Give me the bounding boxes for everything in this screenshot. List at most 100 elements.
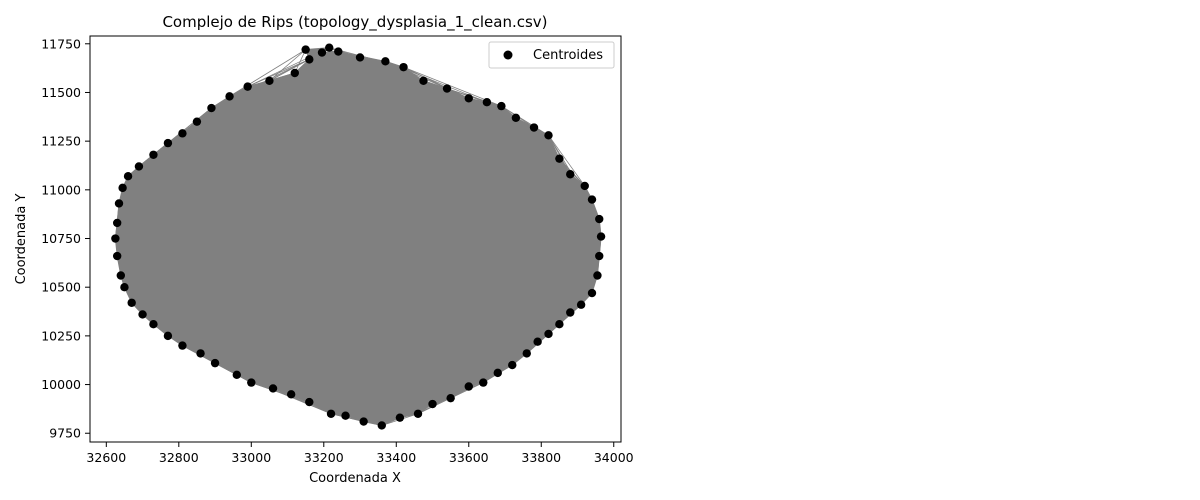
centroid-point: [544, 131, 553, 140]
centroid-point: [522, 349, 531, 358]
chart-title: Complejo de Rips (topology_dysplasia_1_c…: [162, 13, 547, 32]
centroid-point: [114, 199, 124, 208]
x-tick-label: 34000: [594, 450, 634, 465]
centroid-point: [566, 308, 575, 317]
centroid-point: [247, 378, 256, 387]
y-tick-label: 11250: [41, 134, 81, 149]
rips-edge: [114, 238, 143, 315]
rips-edge: [584, 185, 598, 276]
centroid-point: [464, 94, 473, 103]
centroid-point: [334, 47, 343, 56]
centroid-point: [286, 390, 296, 399]
centroid-point: [529, 123, 539, 132]
centroid-point: [555, 154, 564, 163]
rips-edge: [446, 88, 502, 107]
rips-edge: [124, 286, 154, 325]
rips-edge: [580, 255, 600, 305]
rips-edge: [116, 154, 154, 224]
rips-edge: [584, 185, 602, 237]
x-axis-label: Coordenada X: [309, 471, 401, 486]
rips-complex-edges: [114, 47, 602, 426]
centroid-point: [595, 251, 604, 261]
y-axis-label: Coordenada Y: [14, 194, 29, 285]
centroid-point: [580, 181, 589, 191]
rips-edge: [229, 49, 306, 97]
rips-edge: [196, 72, 295, 123]
centroid-point: [149, 150, 158, 159]
rips-edge: [548, 135, 586, 187]
centroid-point: [112, 251, 122, 261]
y-tick-label: 10500: [41, 280, 81, 295]
rips-edge: [124, 286, 183, 346]
centroid-point: [381, 57, 390, 66]
rips-edge: [118, 166, 140, 204]
x-tick-label: 33200: [304, 450, 344, 465]
centroid-point: [576, 300, 586, 309]
centroid-point: [482, 98, 492, 107]
centroid-point: [355, 53, 365, 62]
rips-edge: [483, 353, 527, 383]
centroid-point: [120, 282, 129, 292]
rips-edge: [294, 49, 307, 74]
centroid-point: [596, 232, 606, 241]
centroid-point: [210, 358, 220, 368]
centroid-point: [464, 382, 473, 391]
centroid-point: [325, 43, 334, 52]
x-tick-label: 32800: [159, 450, 199, 465]
legend-box: [488, 41, 615, 69]
rips-edge: [497, 341, 538, 374]
rips-edge: [569, 236, 602, 313]
y-axis-ticks: 9750 10000 10250 10500 10750 11000 11250 11500 1…: [41, 36, 90, 441]
rips-edge: [294, 51, 339, 74]
centroid-point: [399, 62, 408, 72]
centroid-point: [127, 298, 136, 307]
centroid-point: [508, 360, 517, 370]
centroid-point: [317, 48, 327, 57]
centroid-point: [442, 84, 452, 93]
centroid-point: [359, 417, 368, 426]
legend: Centroides: [488, 41, 615, 69]
centroid-point: [566, 170, 575, 179]
rips-edge: [501, 105, 549, 136]
centroid-point: [587, 195, 597, 204]
rips-edge: [247, 47, 330, 87]
legend-marker: [503, 50, 513, 60]
centroid-point: [163, 138, 173, 148]
centroid-point: [196, 349, 205, 358]
centroid-point: [341, 411, 350, 420]
rips-edge: [116, 255, 133, 303]
centroid-point: [305, 55, 314, 64]
centroid-points: [111, 43, 606, 430]
x-tick-label: 33000: [231, 450, 271, 465]
centroid-point: [395, 413, 405, 422]
centroid-point: [446, 393, 455, 403]
centroid-point: [138, 310, 147, 319]
centroid-point: [112, 218, 122, 228]
rips-edge: [321, 52, 424, 82]
rips-edge: [269, 49, 306, 82]
centroid-point: [595, 214, 604, 224]
centroid-point: [149, 319, 158, 329]
legend-label-centroides: Centroides: [533, 48, 603, 63]
y-tick-label: 10000: [41, 377, 81, 392]
centroid-point: [593, 271, 602, 280]
rips-edge: [309, 57, 361, 60]
centroid-point: [116, 271, 126, 280]
centroid-point: [118, 183, 127, 193]
rips-edge: [559, 158, 602, 237]
centroid-point: [419, 76, 428, 85]
centroid-point: [533, 337, 542, 346]
centroid-point: [207, 103, 216, 113]
rips-edge: [569, 275, 598, 313]
centroid-point: [493, 368, 502, 378]
centroid-point: [192, 117, 202, 126]
centroid-point: [305, 397, 314, 407]
y-tick-label: 10750: [41, 231, 81, 246]
rips-edge: [569, 174, 600, 220]
rips-edge: [468, 341, 538, 387]
x-tick-label: 33800: [521, 450, 561, 465]
centroid-point: [243, 82, 252, 91]
centroid-point: [544, 329, 553, 339]
centroid-point: [511, 113, 521, 122]
